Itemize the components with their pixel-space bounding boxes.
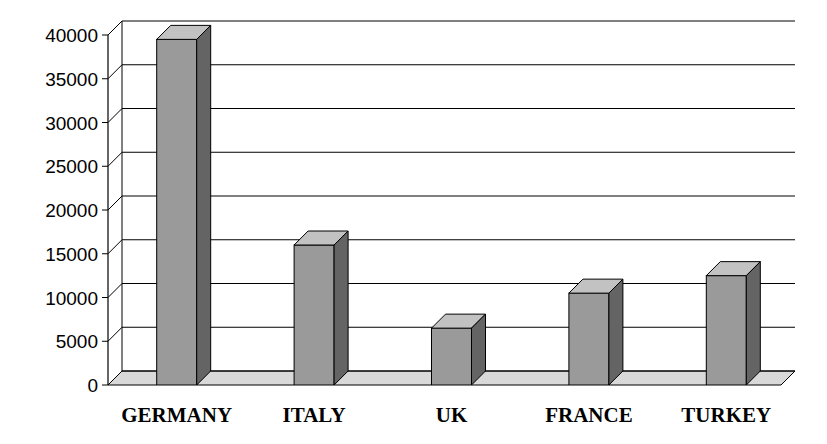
tick-mark	[102, 166, 108, 167]
tick-mark	[102, 385, 108, 386]
tick-label: 40000	[45, 25, 98, 46]
y-axis	[107, 35, 108, 385]
tick-label: 15000	[45, 244, 98, 265]
tick-label: 10000	[45, 288, 98, 309]
bar-front	[706, 276, 746, 385]
back-wall-edge	[122, 21, 123, 371]
category-label: GERMANY	[121, 403, 232, 427]
category-label: FRANCE	[545, 403, 633, 427]
grid-line	[122, 152, 795, 153]
bar	[706, 262, 760, 385]
bar-side	[609, 279, 623, 385]
grid-line	[122, 21, 795, 22]
grid-line-side	[108, 109, 122, 123]
category-label: TURKEY	[681, 403, 771, 427]
grid-line-side	[108, 240, 122, 254]
bar-front	[432, 328, 472, 385]
tick-mark	[102, 341, 108, 342]
grid-line-side	[108, 371, 122, 385]
grid-line	[122, 239, 795, 240]
tick-mark	[102, 253, 108, 254]
grid-line-side	[108, 152, 122, 166]
grid-line	[122, 196, 795, 197]
tick-label: 35000	[45, 69, 98, 90]
bar-side	[746, 262, 760, 385]
grid-line-side	[108, 284, 122, 298]
tick-mark	[102, 35, 108, 36]
tick-label: 30000	[45, 113, 98, 134]
bar	[432, 314, 486, 385]
grid-line-side	[108, 21, 122, 35]
tick-mark	[102, 122, 108, 123]
bar-side	[197, 25, 211, 385]
grid-line	[122, 108, 795, 109]
tick-label: 0	[87, 375, 98, 396]
bar	[569, 279, 623, 385]
bar-side	[334, 231, 348, 385]
grid-line-side	[108, 327, 122, 341]
bar	[157, 25, 211, 385]
bar-front	[157, 39, 197, 385]
tick-mark	[102, 78, 108, 79]
tick-label: 25000	[45, 156, 98, 177]
grid-line-side	[108, 196, 122, 210]
tick-label: 20000	[45, 200, 98, 221]
bar	[294, 231, 348, 385]
category-label: UK	[436, 403, 468, 427]
bar-front	[294, 245, 334, 385]
grid-line-side	[108, 65, 122, 79]
grid-line	[122, 283, 795, 284]
tick-mark	[102, 297, 108, 298]
chart: 0 5000 10000 15000 20000 25000 30000 35000 40000…	[0, 0, 827, 444]
bar-side	[472, 314, 486, 385]
tick-mark	[102, 210, 108, 211]
bar-front	[569, 293, 609, 385]
category-label: ITALY	[283, 403, 346, 427]
tick-label: 5000	[56, 331, 98, 352]
bars	[157, 25, 761, 385]
grid-line	[122, 64, 795, 65]
